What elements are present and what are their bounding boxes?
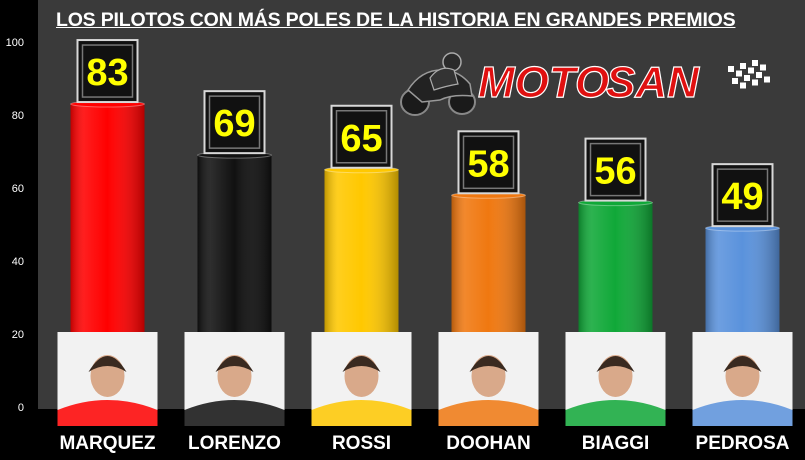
rider-shoulders — [565, 400, 666, 426]
y-tick-label: 0 — [18, 402, 24, 414]
value-label-box — [330, 104, 393, 169]
page-title: LOS PILOTOS CON MÁS POLES DE LA HISTORIA… — [56, 9, 736, 31]
bar-value-label: 69 — [213, 103, 255, 145]
rider-hair — [723, 356, 762, 372]
x-category-label: MARQUEZ — [59, 433, 155, 454]
rider-hair — [215, 356, 254, 372]
rider-photo-rossi — [311, 332, 412, 426]
y-tick-label: 20 — [12, 329, 24, 341]
y-tick-label: 100 — [6, 37, 24, 49]
rider-photo-biaggi — [565, 332, 666, 426]
x-category-label: ROSSI — [332, 433, 391, 454]
logo-text-moto: MOTO — [478, 58, 609, 107]
checker-square — [748, 67, 754, 74]
rider-shoulders — [438, 400, 539, 426]
bar-value-label: 56 — [594, 151, 636, 193]
value-label-box-inner — [589, 142, 642, 197]
checker-square — [728, 66, 734, 72]
x-category-label: LORENZO — [188, 433, 281, 454]
value-label-box-inner — [81, 44, 134, 98]
x-category-label: PEDROSA — [696, 433, 790, 454]
rider-photo-marquez — [57, 332, 158, 426]
checker-square — [764, 76, 770, 83]
x-category-label: DOOHAN — [446, 433, 530, 454]
bar-value-label: 49 — [721, 176, 763, 218]
checker-square — [760, 64, 766, 71]
value-label-box — [203, 90, 266, 155]
bar-value-label: 58 — [467, 143, 509, 185]
logo-text-san: SAN — [606, 58, 700, 107]
checkered-flag-icon — [728, 60, 770, 89]
plot-area — [38, 0, 805, 409]
value-label-box-inner — [335, 110, 388, 164]
x-category-label: BIAGGI — [582, 433, 650, 454]
rider-hair — [342, 356, 381, 372]
y-tick-label: 60 — [12, 183, 24, 195]
rider-hair — [469, 356, 508, 372]
checker-square — [752, 79, 758, 86]
y-tick-label: 80 — [12, 110, 24, 122]
rider-photo-doohan — [438, 332, 539, 426]
rider-shoulders — [692, 400, 793, 426]
value-label-box — [711, 163, 774, 228]
rider-photo-pedrosa — [692, 332, 793, 426]
rider-hair — [88, 356, 127, 372]
rider-hair — [596, 356, 635, 372]
rider-shoulders — [57, 400, 158, 426]
value-label-box — [457, 130, 520, 195]
bar-value-label: 83 — [86, 52, 128, 94]
value-label-box-inner — [208, 95, 261, 149]
y-tick-label: 40 — [12, 256, 24, 268]
motorcycle-rider-icon — [400, 52, 476, 116]
bar-value-label: 65 — [340, 118, 382, 160]
value-label-box-inner — [462, 135, 515, 190]
rider-photo-lorenzo — [184, 332, 285, 426]
rider-shoulders — [184, 400, 285, 426]
checker-square — [752, 60, 758, 66]
rider-shoulders — [311, 400, 412, 426]
motosan-logo: MOTO SAN — [400, 52, 770, 116]
checker-square — [740, 63, 746, 69]
checker-square — [744, 75, 750, 81]
checker-square — [740, 82, 746, 89]
value-label-box-inner — [716, 168, 769, 222]
checker-square — [736, 70, 742, 77]
checker-square — [756, 72, 762, 78]
checker-square — [732, 78, 738, 84]
value-label-box — [76, 39, 139, 104]
value-label-box — [584, 137, 647, 202]
